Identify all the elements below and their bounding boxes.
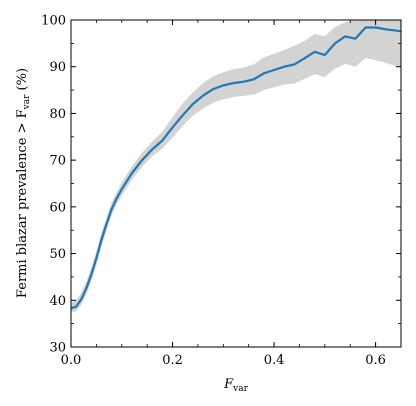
prevalence-line	[71, 26, 401, 310]
y-tick-label: 40	[49, 294, 66, 309]
y-tick-label: 50	[49, 247, 66, 262]
y-tick-label: 90	[49, 60, 66, 75]
x-tick-label: 0.0	[61, 353, 82, 368]
y-tick-label: 100	[41, 14, 66, 29]
y-tick-label: 30	[49, 341, 66, 356]
y-tick-label: 60	[49, 200, 66, 215]
x-axis-label: Fvar	[223, 377, 248, 394]
y-tick-label: 80	[49, 107, 66, 122]
x-tick-label: 0.4	[264, 353, 285, 368]
x-tick-label: 0.6	[365, 353, 386, 368]
y-axis-label: Fermi blazar prevalence > Fvar (%)	[15, 68, 32, 298]
x-tick-label: 0.2	[162, 353, 183, 368]
y-tick-label: 70	[49, 154, 66, 169]
confidence-band	[71, 20, 401, 312]
